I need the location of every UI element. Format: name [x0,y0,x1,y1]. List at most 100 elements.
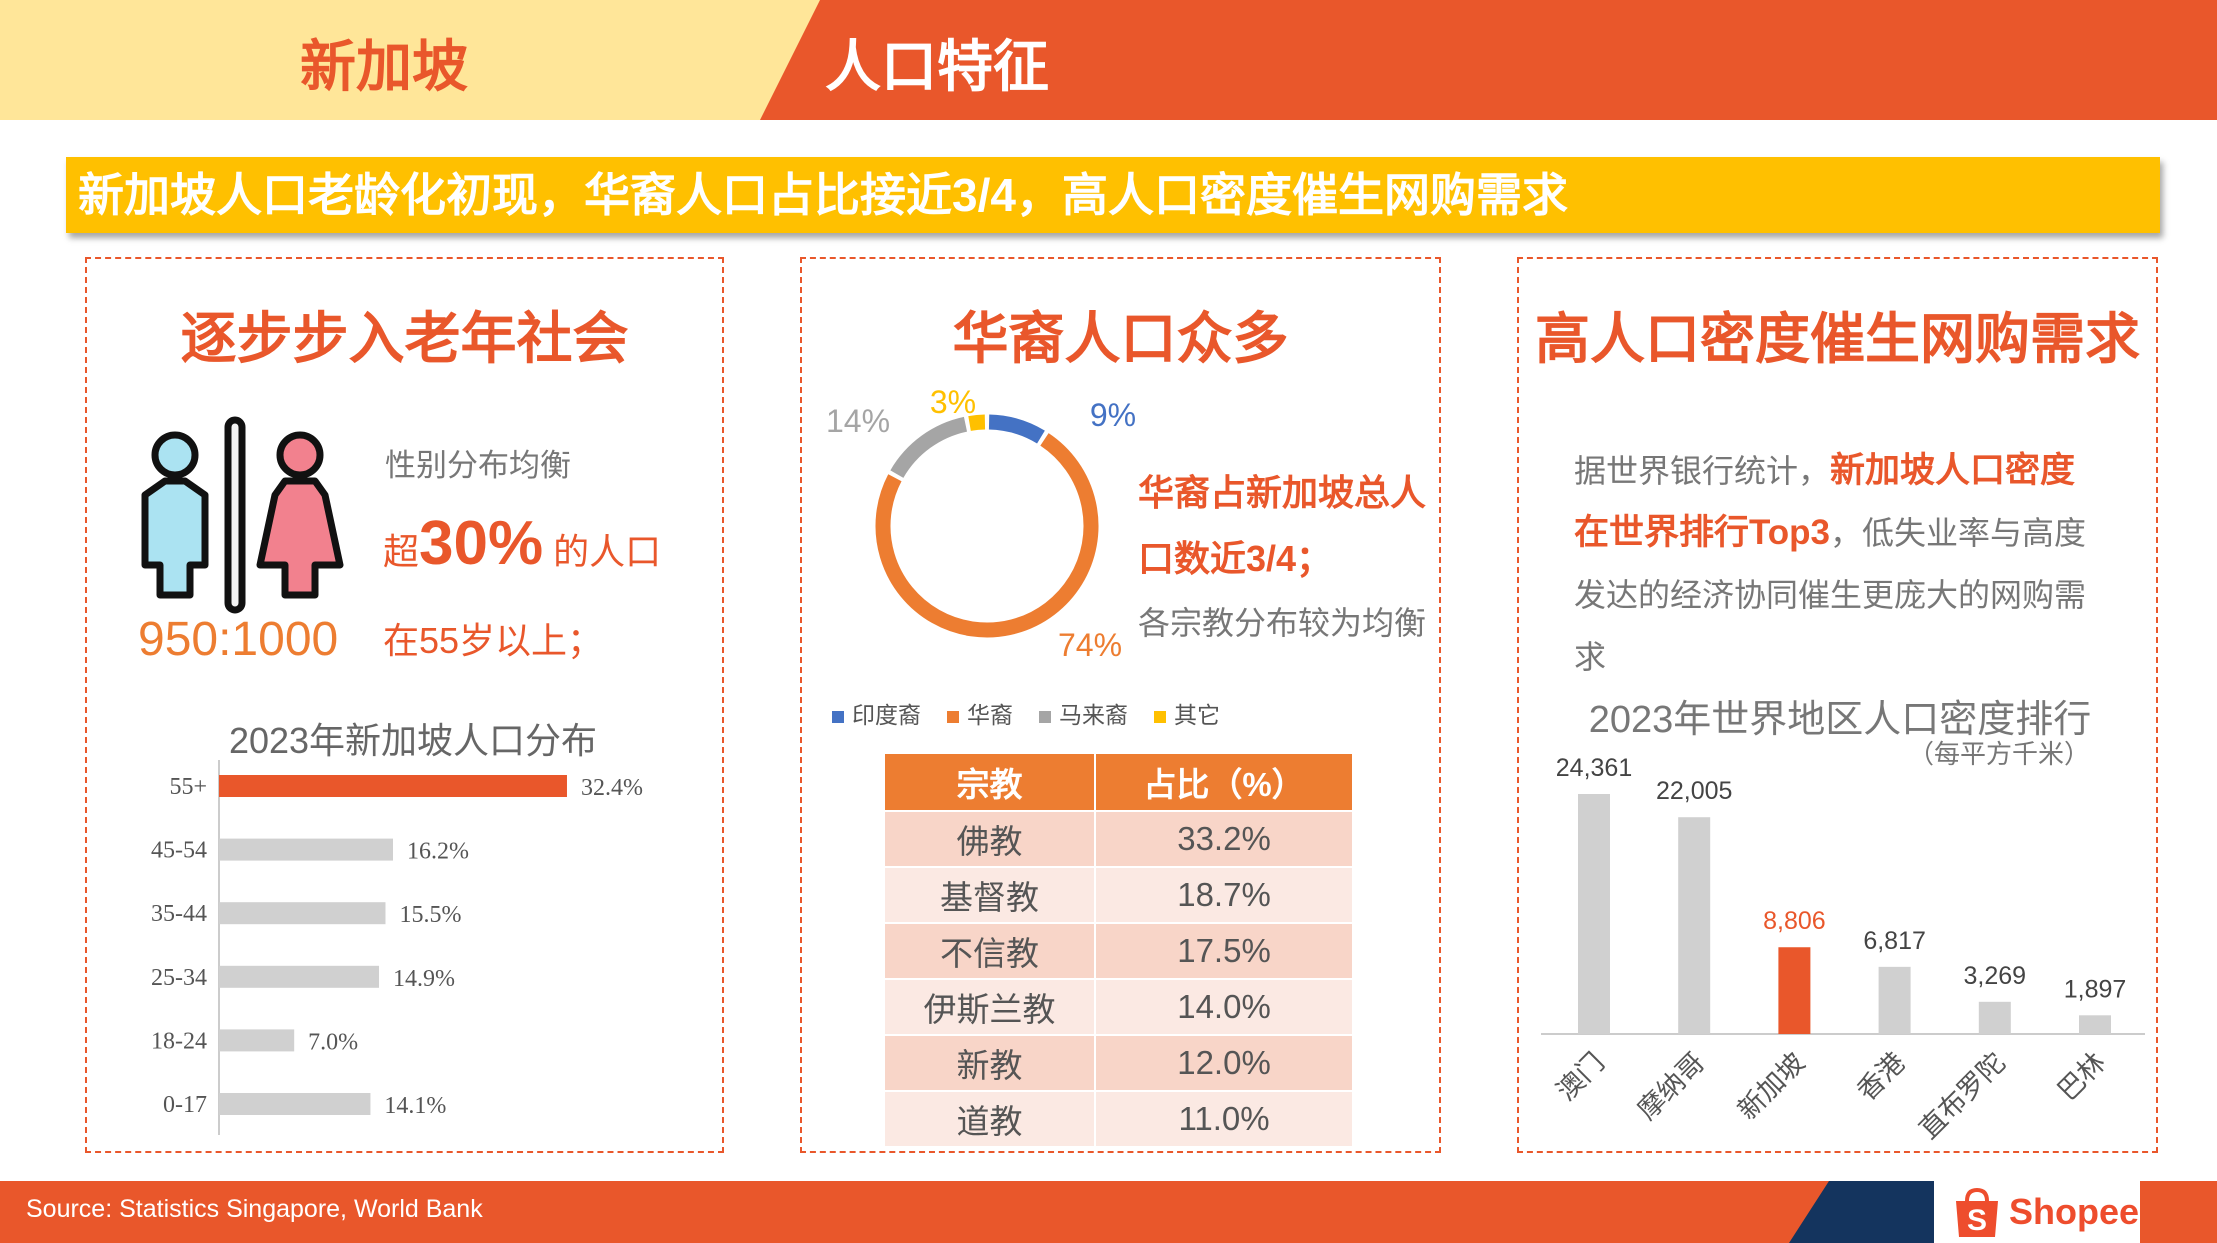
age-tick-label: 18-24 [151,1028,207,1054]
density-tick-label: 直布罗陀 [1913,1047,2011,1145]
legend-swatch [1039,711,1051,723]
legend-item: 华裔 [947,696,1013,730]
age-bar [219,838,393,861]
age-tick-label: 35-44 [151,901,207,927]
age-bar [219,902,386,925]
share-cell: 12.0% [1095,1035,1354,1092]
header-country-band [0,0,820,120]
logo-text: Shopee [2009,1191,2140,1232]
panel-title: 逐步步入老年社会 [180,307,629,370]
density-bar [1878,966,1911,1034]
ethnicity-text-1: 华裔占新加坡总人 [1138,472,1427,513]
density-chart-title: 2023年世界地区人口密度排行 [1588,699,2092,741]
age-data-label: 14.9% [393,966,455,992]
legend-label: 马来裔 [1059,702,1128,728]
header-topic: 人口特征 [825,35,1049,98]
age-bar [219,1029,295,1052]
legend-item: 其它 [1154,696,1220,730]
density-tick-label: 巴林 [2052,1047,2111,1106]
density-paragraph: 据世界银行统计，新加坡人口密度 在世界排行Top3，低失业率与高度 发达的经济协… [1574,440,2134,688]
age-tick-label: 45-54 [151,838,207,864]
density-tick-label: 新加坡 [1732,1047,1810,1125]
donut-legend: 印度裔 华裔 马来裔 其它 [832,696,1220,730]
donut-slice [988,414,1045,444]
legend-swatch [832,711,844,723]
col-share: 占比（%） [1095,754,1354,812]
p-text: 据世界银行统计， [1574,453,1831,489]
male-icon [141,477,209,599]
density-tick-label: 澳门 [1551,1047,1610,1106]
col-religion: 宗教 [885,754,1097,812]
headline-banner: 新加坡人口老龄化初现，华裔人口占比接近3/4，高人口密度催生网购需求 [66,157,2160,233]
age-prefix: 超 [383,531,420,572]
share-cell: 11.0% [1095,1091,1354,1148]
density-data-label: 6,817 [1863,927,1926,955]
legend-label: 华裔 [967,702,1013,728]
density-data-label: 1,897 [2064,975,2127,1003]
table-row: 新教 12.0% [885,1035,1354,1092]
legend-label: 印度裔 [852,702,921,728]
age-text: 超30% 的人口 [383,508,661,579]
density-data-label: 22,005 [1656,777,1732,805]
density-bar [2079,1015,2111,1034]
header-country: 新加坡 [300,35,468,98]
share-cell: 33.2% [1095,811,1354,868]
donut-data-label: 3% [930,384,976,420]
legend-item: 印度裔 [832,696,921,730]
religion-cell: 不信教 [885,923,1097,980]
donut-slice [968,414,986,431]
p-highlight: 在世界排行Top3 [1574,513,1831,552]
shopee-logo: S Shopee [1934,1181,2140,1243]
divider-icon [224,416,246,614]
shopping-bag-icon: S [1956,1187,1998,1237]
table-row: 基督教 18.7% [885,867,1354,924]
age-data-label: 7.0% [308,1029,358,1055]
density-data-label: 8,806 [1763,907,1826,935]
gender-icon [141,416,344,614]
table-row: 伊斯兰教 14.0% [885,979,1354,1036]
gender-ratio: 950:1000 [138,613,339,666]
donut-slice [890,416,968,479]
religion-text: 各宗教分布较为均衡 [1138,605,1427,641]
religion-cell: 基督教 [885,867,1097,924]
religion-cell: 新教 [885,1035,1097,1092]
table-row: 道教 11.0% [885,1091,1354,1148]
p-text: 发达的经济协同催生更庞大的网购需 [1574,577,2087,613]
share-cell: 17.5% [1095,923,1354,980]
donut-data-label: 9% [1090,397,1136,433]
legend-swatch [947,711,959,723]
density-bar [1978,1001,2011,1034]
age-percent: 30% [419,509,544,578]
density-chart-subtitle: （每平方千米） [1907,739,2090,769]
donut-slice [875,433,1099,638]
age-data-label: 14.1% [384,1093,446,1119]
share-cell: 18.7% [1095,867,1354,924]
gender-text: 性别分布均衡 [385,448,571,483]
density-bar-chart: 24,361 澳门 22,005 摩纳哥 8,806 新加坡 6,817 香港 3,269 直布罗… [1541,754,2145,1145]
panel-title: 华裔人口众多 [952,307,1289,370]
religion-cell: 佛教 [885,811,1097,868]
age-chart-title: 2023年新加坡人口分布 [228,720,598,761]
religion-cell: 伊斯兰教 [885,979,1097,1036]
density-data-label: 3,269 [1964,962,2027,990]
p-text: 求 [1574,639,1607,675]
donut-data-label: 74% [1058,627,1122,663]
ethnicity-text-2: 口数近3/4； [1138,538,1333,579]
religion-table: 宗教 占比（%） 佛教 33.2% 基督教 18.7% 不信教 17.5% 伊斯兰教 14.0%… [885,754,1354,1148]
age-tick-label: 25-34 [151,965,207,991]
panel-title: 高人口密度催生网购需求 [1534,308,2140,370]
table-row: 不信教 17.5% [885,923,1354,980]
density-bar [1778,947,1811,1034]
age-data-label: 16.2% [407,839,469,865]
p-text: ，低失业率与高度 [1830,515,2087,551]
age-bar-chart: 55+ 32.4% 45-54 16.2% 35-44 15.5% 25-34 14.9% 18… [151,760,643,1135]
age-bar [219,1093,371,1115]
density-bar [1678,817,1711,1034]
legend-label: 其它 [1174,702,1220,728]
panel-density: 高人口密度催生网购需求 [1517,257,2158,1153]
age-data-label: 15.5% [399,902,461,928]
svg-text:S: S [1967,1204,1987,1237]
age-bar [219,775,567,797]
age-data-label: 32.4% [581,775,643,801]
density-tick-label: 香港 [1851,1047,1910,1106]
